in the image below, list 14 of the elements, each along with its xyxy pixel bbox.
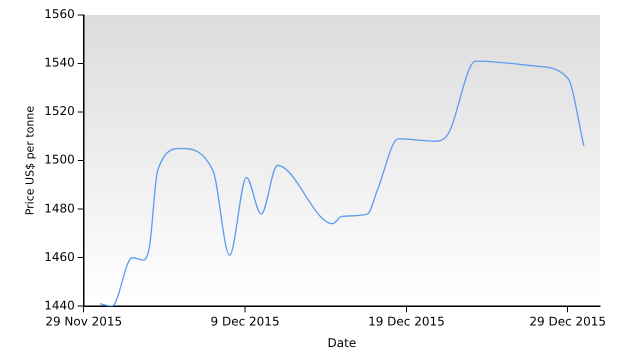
y-tick-label: 1480: [44, 201, 75, 216]
x-tick-label: 19 Dec 2015: [368, 314, 445, 329]
x-tick-label: 29 Nov 2015: [45, 314, 122, 329]
y-tick-label: 1440: [44, 298, 75, 312]
x-axis-title: Date: [328, 336, 356, 350]
line-series: [99, 60, 585, 306]
y-tick-label: 1540: [44, 56, 75, 70]
y-tick-label: 1460: [44, 250, 75, 264]
y-tick-label: 1500: [44, 152, 75, 167]
y-axis-title: Price US$ per tonne: [23, 106, 36, 216]
x-tick-label: 9 Dec 2015: [210, 314, 280, 329]
x-tick-label: 29 Dec 2015: [529, 314, 606, 329]
y-tick-label: 1520: [44, 104, 75, 118]
y-tick-label: 1560: [44, 7, 75, 22]
